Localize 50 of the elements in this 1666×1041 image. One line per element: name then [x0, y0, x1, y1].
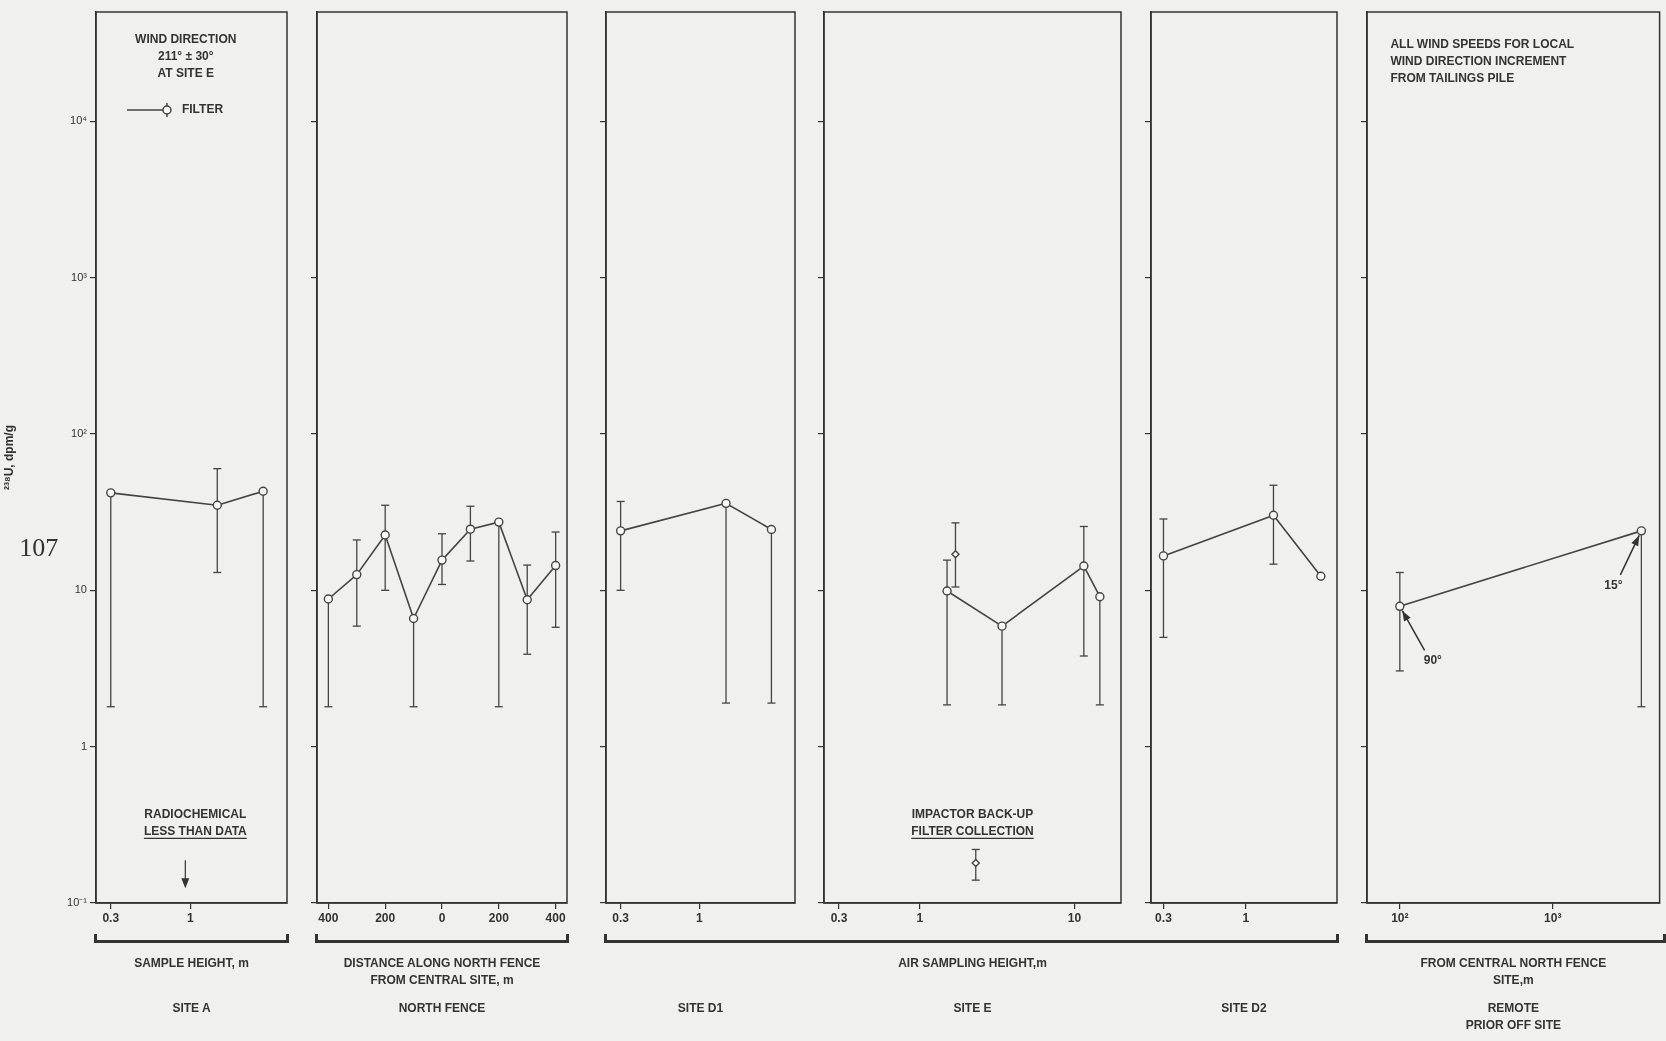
text: SITE A	[172, 1001, 211, 1015]
annotation: ALL WIND SPEEDS FOR LOCAL WIND DIRECTION INCREMENT FROM TAILINGS PILE	[1390, 36, 1575, 85]
x-tick-label: 10³	[1544, 910, 1562, 925]
x-tick-label: 1	[696, 910, 704, 925]
x-tick-label: 0.3	[102, 910, 120, 925]
annotation: RADIOCHEMICAL LESS THAN DATA	[143, 807, 248, 839]
annotation: 90°	[1423, 653, 1443, 668]
x-tick-label: 0.3	[612, 910, 630, 925]
point	[408, 613, 419, 624]
x-axis-title: DISTANCE ALONG NORTH FENCE FROM CENTRAL SITE, m	[343, 956, 541, 987]
point	[323, 594, 334, 604]
y-tick-label: 10	[74, 583, 87, 596]
y-tick-label: 10⁴	[70, 114, 88, 127]
x-axis-title: AIR SAMPLING HEIGHT,m	[898, 956, 1047, 970]
x-tick-label: 10	[1067, 910, 1082, 925]
text: SITE E	[953, 1001, 992, 1015]
point	[437, 555, 447, 565]
text: REMOTE PRIOR OFF SITE	[1465, 1001, 1561, 1032]
x-tick-label: 0.3	[830, 910, 848, 925]
x-axis-title: FROM CENTRAL NORTH FENCE SITE,m	[1420, 956, 1607, 987]
text: 107	[19, 532, 59, 562]
x-tick-label: 10²	[1391, 910, 1409, 925]
x-tick-label: 0	[438, 910, 446, 925]
text: NORTH FENCE	[398, 1001, 486, 1015]
y-tick-label: 10⁻¹	[67, 896, 88, 909]
x-axis-title: SAMPLE HEIGHT, m	[134, 956, 249, 970]
y-tick-label: 1	[80, 739, 87, 752]
y-axis-title: ²³⁸U, dpm/g	[1, 425, 16, 490]
text: SITE D2	[1221, 1001, 1267, 1015]
y-tick-label: 10³	[71, 270, 88, 283]
point	[352, 569, 362, 580]
annotation: WIND DIRECTION 211° ± 30° AT SITE E	[135, 32, 237, 81]
legend-label: FILTER	[181, 102, 224, 117]
x-tick-label: 0.3	[1155, 910, 1173, 925]
point	[550, 560, 561, 571]
x-tick-label: 200	[375, 910, 396, 925]
x-tick-label: 200	[488, 910, 510, 925]
x-tick-label: 400	[545, 910, 566, 925]
annotation: IMPACTOR BACK-UP FILTER COLLECTION	[911, 807, 1034, 839]
annotation: 15°	[1604, 577, 1623, 592]
point	[380, 530, 390, 540]
point	[522, 595, 532, 605]
x-tick-label: 400	[318, 910, 339, 925]
x-tick-label: 1	[187, 910, 195, 925]
point	[494, 517, 504, 527]
y-tick-label: 10²	[71, 427, 88, 439]
x-tick-label: 1	[1242, 910, 1250, 925]
point	[465, 524, 476, 534]
x-tick-label: 1	[916, 910, 924, 925]
text: SITE D1	[677, 1001, 724, 1015]
